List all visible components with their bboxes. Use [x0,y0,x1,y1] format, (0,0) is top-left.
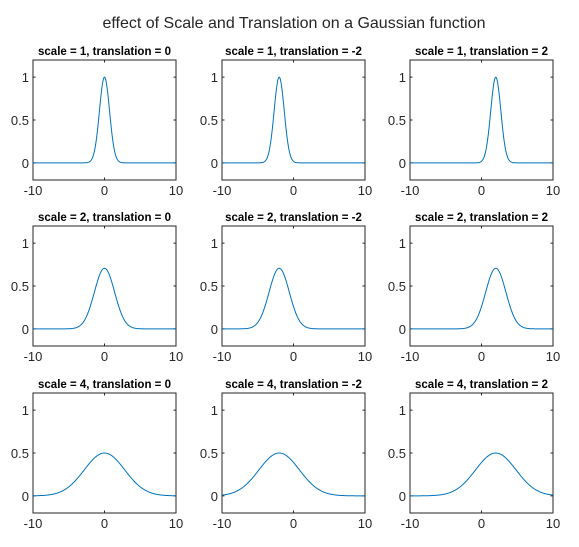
y-tick-label: 0 [211,322,218,337]
subplot-title: scale = 2, translation = -2 [225,212,362,224]
x-tick-label: 0 [290,516,297,531]
y-tick-label: 1 [22,403,29,418]
x-tick-label: 0 [290,349,297,364]
x-tick-label: -10 [24,349,43,364]
subplot-2: scale = 1, translation = -2 -10 0 10 0 0.5 1 [200,46,372,198]
x-tick-label: 0 [478,183,485,198]
x-tick-label: 0 [101,349,108,364]
y-tick-label: 1 [211,403,218,418]
subplot-title: scale = 1, translation = 0 [38,46,171,58]
subplot-3: scale = 1, translation = 2 -10 0 10 0 0.5 1 [388,46,560,198]
y-tick-label: 0 [211,156,218,171]
axes-box [221,392,366,514]
y-tick-label: 0.5 [11,113,29,128]
gaussian-curve [222,267,365,330]
subplot-4: scale = 2, translation = 0 -10 0 10 0 0.5 1 [11,212,183,364]
gaussian-curve [410,76,553,164]
y-tick-label: 1 [399,70,406,85]
y-tick-label: 1 [211,70,218,85]
x-tick-label: 10 [546,183,560,198]
y-tick-label: 0 [211,489,218,504]
gaussian-curve [33,267,176,330]
subplot-6: scale = 2, translation = 2 -10 0 10 0 0.5 1 [388,212,560,364]
x-tick-label: -10 [213,183,232,198]
y-tick-label: 0.5 [11,279,29,294]
subplot-title: scale = 4, translation = -2 [225,379,362,391]
subplot-grid: scale = 1, translation = 0-10 0 1000.51sca… [11,46,560,531]
y-tick-label: 0.5 [388,446,406,461]
subplot-title: scale = 1, translation = -2 [225,46,362,58]
subplot-title: scale = 2, translation = 2 [415,212,548,224]
x-tick-label: -10 [401,516,420,531]
gaussian-curve [33,452,176,497]
y-tick-label: 0 [399,156,406,171]
y-tick-label: 0.5 [200,446,218,461]
axes-box [409,225,554,347]
y-tick-label: 1 [22,236,29,251]
x-tick-label: 10 [358,183,372,198]
axes-box [221,59,366,181]
gaussian-curve [410,267,553,330]
figure-title: effect of Scale and Translation on a Gau… [102,15,485,32]
gaussian-curve [410,452,554,497]
subplot-title: scale = 4, translation = 2 [415,379,548,391]
y-tick-label: 0.5 [11,446,29,461]
x-tick-label: 10 [169,349,183,364]
x-tick-label: -10 [213,349,232,364]
y-tick-label: 0.5 [200,279,218,294]
y-tick-label: 0 [22,322,29,337]
gaussian-curve [221,452,365,497]
y-tick-label: 1 [399,403,406,418]
y-tick-label: 0 [22,156,29,171]
y-tick-label: 0.5 [388,279,406,294]
x-tick-label: 10 [358,516,372,531]
x-tick-label: 0 [101,516,108,531]
axes-box [32,225,177,347]
subplot-9: scale = 4, translation = 2 -10 0 10 0 0.5 1 [388,379,560,531]
x-tick-label: -10 [24,183,43,198]
gaussian-curve [222,76,365,164]
x-tick-label: 10 [546,349,560,364]
y-tick-label: 1 [211,236,218,251]
y-tick-label: 1 [399,236,406,251]
y-tick-label: 0 [22,489,29,504]
y-tick-label: 1 [22,70,29,85]
x-tick-label: 0 [101,183,108,198]
y-tick-label: 0 [399,322,406,337]
x-tick-label: 0 [478,516,485,531]
subplot-title: scale = 4, translation = 0 [38,379,171,391]
x-tick-label: 10 [169,516,183,531]
x-tick-label: 10 [169,183,183,198]
subplot-7: scale = 4, translation = 0 -10 0 10 0 0.5 1 [11,379,183,531]
x-tick-label: 10 [358,349,372,364]
x-tick-label: 0 [478,349,485,364]
x-tick-label: -10 [401,349,420,364]
x-tick-label: -10 [24,516,43,531]
x-tick-label: 10 [546,516,560,531]
gaussian-curve [33,76,176,164]
subplot-8: scale = 4, translation = -2 -10 0 10 0 0.5 1 [200,379,372,531]
y-tick-label: 0.5 [388,113,406,128]
x-tick-label: -10 [401,183,420,198]
axes-box [221,225,366,347]
subplot-title: scale = 2, translation = 0 [38,212,171,224]
subplot-title: scale = 1, translation = 2 [415,46,548,58]
x-tick-label: -10 [213,516,232,531]
axes-box [409,392,554,514]
subplot-1: scale = 1, translation = 0 -10 0 10 0 0.5 1 [11,46,183,198]
x-tick-label: 0 [290,183,297,198]
axes-box [409,59,554,181]
axes-box [32,59,177,181]
y-tick-label: 0 [399,489,406,504]
y-tick-label: 0.5 [200,113,218,128]
subplot-5: scale = 2, translation = -2 -10 0 10 0 0.5 1 [200,212,372,364]
